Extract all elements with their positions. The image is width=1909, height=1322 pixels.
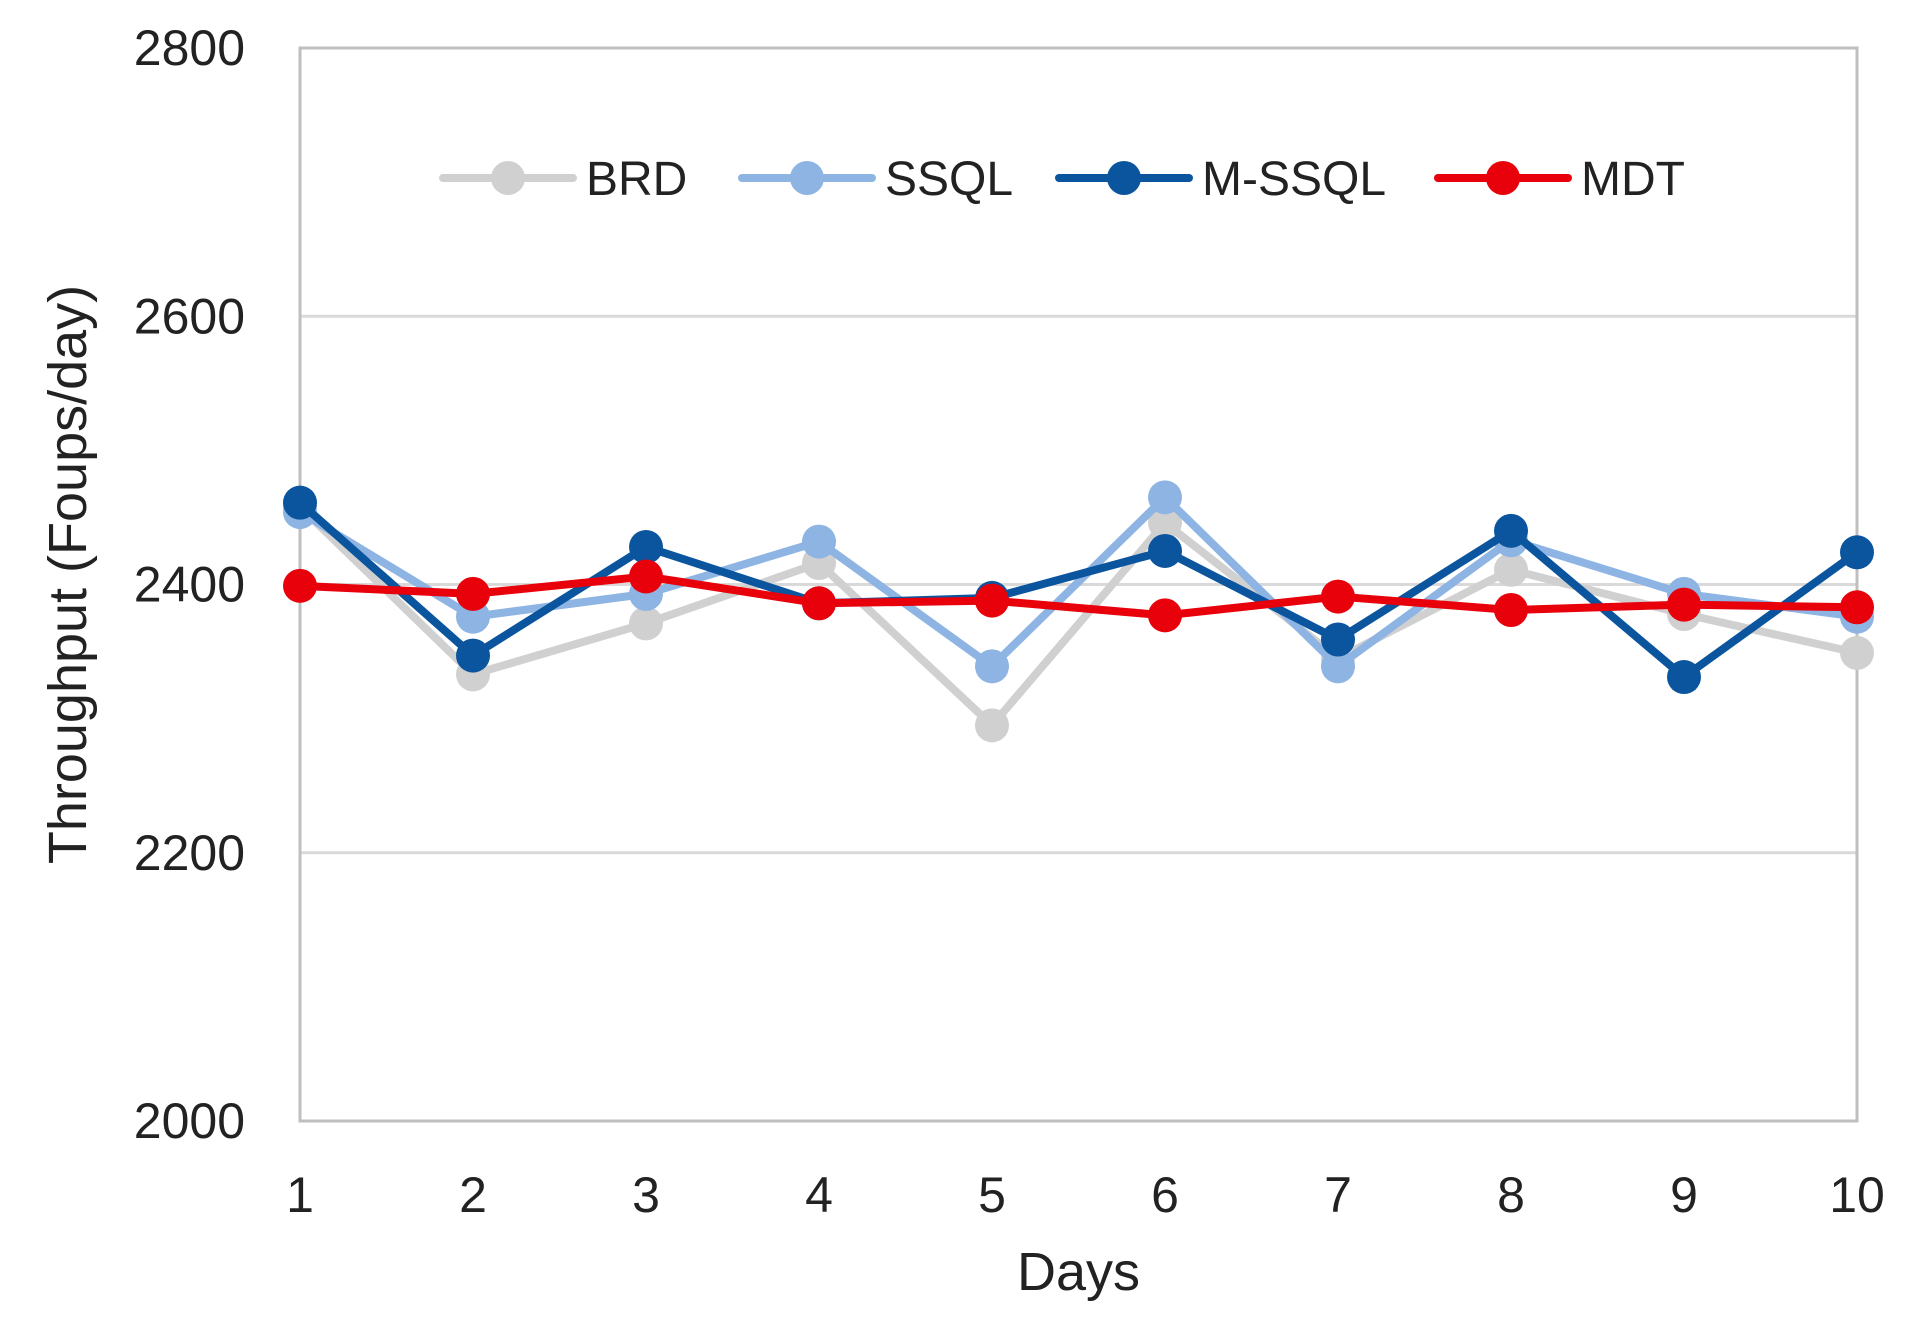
series-line-ssql [296,493,1861,671]
legend-swatch-marker [491,161,525,195]
y-axis-title: Throughput (Foups/day) [38,285,98,864]
data-point-m-ssql [456,638,490,673]
y-tick-label: 2800 [134,20,245,76]
data-point-brd [629,606,663,641]
x-tick-label: 10 [1829,1167,1885,1223]
series-layer [283,480,1874,743]
data-point-m-ssql [1494,513,1528,548]
data-point-mdt [802,586,836,621]
legend-label: SSQL [885,153,1013,206]
data-point-mdt [1840,590,1874,625]
data-point-mdt [1667,587,1701,622]
data-point-brd [1148,505,1182,540]
x-tick-label: 9 [1670,1167,1698,1223]
x-axis-tick-labels: 1 2 3 4 5 6 7 8 9 10 [286,1167,1885,1223]
legend-swatch-marker [790,161,824,195]
y-tick-label: 2600 [134,288,245,344]
data-point-brd [1840,635,1874,670]
series-mdt [283,559,1874,633]
x-tick-label: 3 [632,1167,660,1223]
data-point-ssql [975,649,1009,684]
x-tick-label: 2 [459,1167,487,1223]
x-tick-label: 8 [1497,1167,1525,1223]
data-point-brd [975,708,1009,743]
legend-label: BRD [586,153,687,206]
data-point-m-ssql [629,529,663,564]
series-brd [283,489,1874,743]
y-tick-label: 2200 [134,825,245,881]
legend-swatch-marker [1486,161,1520,195]
x-axis-title: Days [1017,1242,1140,1302]
data-point-mdt [1321,579,1355,614]
x-tick-label: 7 [1324,1167,1352,1223]
data-point-mdt [283,568,317,603]
data-point-mdt [629,559,663,594]
y-tick-label: 2000 [134,1093,245,1149]
data-point-ssql [1321,649,1355,684]
data-point-m-ssql [1840,535,1874,570]
series-line-mdt [296,572,1861,620]
x-tick-label: 6 [1151,1167,1179,1223]
data-point-mdt [1148,598,1182,633]
x-tick-label: 5 [978,1167,1006,1223]
legend: BRD SSQL M-SSQL MDT [439,153,1685,206]
series-line-brd [296,502,1861,730]
y-tick-label: 2400 [134,557,245,613]
x-tick-label: 4 [805,1167,833,1223]
data-point-m-ssql [1667,660,1701,695]
legend-item-brd: BRD [439,153,687,206]
legend-label: M-SSQL [1202,153,1386,206]
data-point-brd [1494,552,1528,587]
x-tick-label: 1 [286,1167,314,1223]
data-point-m-ssql [283,485,317,520]
legend-swatch-marker [1107,161,1141,195]
series-ssql [283,480,1874,684]
legend-item-mdt: MDT [1434,153,1685,206]
data-point-mdt [975,583,1009,618]
data-point-mdt [456,576,490,611]
data-point-ssql [802,524,836,559]
data-point-m-ssql [1148,533,1182,568]
legend-item-ssql: SSQL [738,153,1013,206]
y-axis-tick-labels: 2000 2200 2400 2600 2800 [134,20,245,1149]
legend-label: MDT [1581,153,1685,206]
data-point-mdt [1494,592,1528,627]
legend-item-m-ssql: M-SSQL [1055,153,1386,206]
data-point-m-ssql [1321,622,1355,657]
data-point-ssql [1148,480,1182,515]
